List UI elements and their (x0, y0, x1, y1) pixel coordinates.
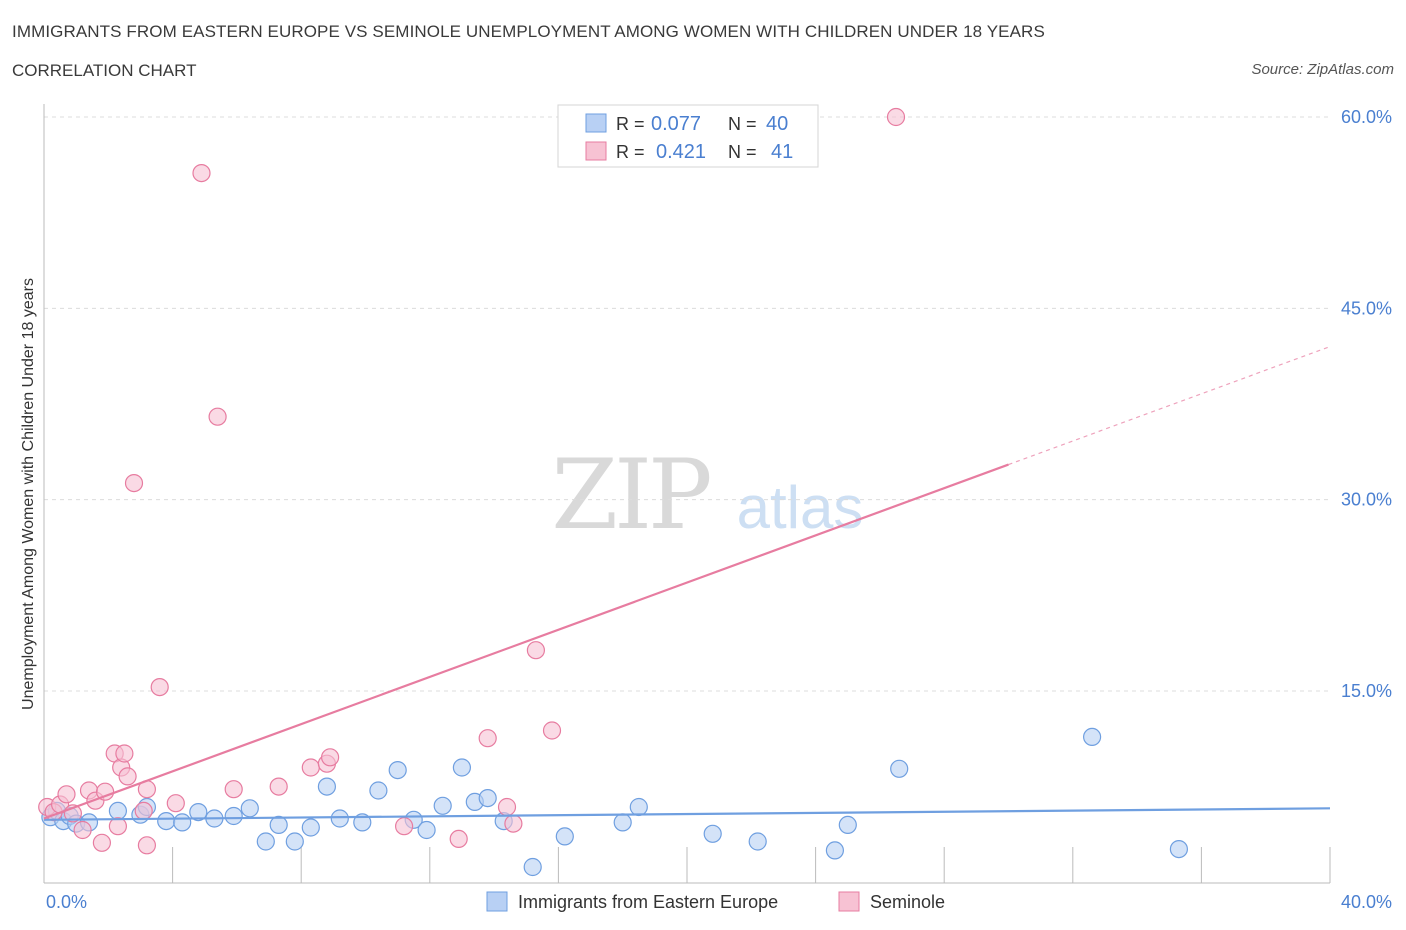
point-immigrants-14 (240, 799, 259, 818)
stats-r-label-seminole: R = (616, 142, 645, 162)
stats-legend: R = 0.077 N = 40 R = 0.421 N = 41 (557, 104, 819, 168)
stats-swatch-seminole (585, 141, 607, 161)
point-immigrants-13 (224, 806, 243, 826)
y-tick-label-30: 30.0% (1341, 490, 1392, 510)
point-seminole-33 (526, 641, 546, 660)
point-seminole-3 (57, 785, 76, 804)
x-ticks (172, 847, 1331, 883)
point-immigrants-26 (433, 796, 452, 815)
point-immigrants-18 (301, 818, 320, 837)
stats-r-value-seminole: 0.421 (656, 141, 706, 163)
point-immigrants-27 (452, 758, 471, 777)
point-immigrants-15 (256, 832, 275, 851)
chart-subtitle: CORRELATION CHART (12, 61, 197, 80)
point-immigrants-37 (825, 841, 845, 860)
point-immigrants-20 (330, 809, 349, 828)
y-axis-label: Unemployment Among Women with Children U… (20, 278, 37, 710)
point-seminole-23 (224, 780, 243, 799)
point-seminole-22 (208, 407, 227, 426)
point-immigrants-40 (1082, 727, 1102, 747)
point-immigrants-34 (629, 797, 648, 817)
stats-n-value-immigrants: 40 (766, 113, 788, 135)
point-seminole-13 (115, 744, 134, 763)
point-seminole-8 (92, 833, 112, 852)
point-immigrants-25 (417, 820, 436, 840)
series-legend: Immigrants from Eastern Europe Seminole (486, 891, 945, 912)
point-immigrants-29 (478, 788, 497, 808)
point-immigrants-10 (173, 813, 192, 832)
legend-swatch-immigrants (486, 891, 508, 912)
point-immigrants-11 (189, 802, 208, 822)
point-seminole-32 (504, 814, 523, 833)
y-tick-label-45: 45.0% (1341, 298, 1392, 318)
point-immigrants-9 (157, 811, 176, 831)
point-immigrants-36 (748, 832, 767, 851)
point-seminole-9 (95, 782, 115, 801)
legend-label-immigrants: Immigrants from Eastern Europe (518, 892, 778, 912)
point-seminole-25 (301, 758, 320, 777)
point-immigrants-17 (285, 832, 304, 851)
point-seminole-27 (321, 748, 340, 767)
stats-r-label-immigrants: R = (616, 114, 645, 134)
point-immigrants-41 (1169, 839, 1189, 859)
point-seminole-18 (137, 836, 156, 855)
point-immigrants-32 (555, 827, 574, 846)
point-immigrants-31 (523, 857, 542, 877)
point-immigrants-39 (890, 759, 909, 778)
point-seminole-15 (124, 474, 144, 493)
point-seminole-21 (192, 164, 211, 183)
point-immigrants-6 (108, 801, 128, 821)
trend-lines (43, 346, 1331, 821)
point-immigrants-38 (838, 815, 857, 835)
y-tick-label-15: 15.0% (1341, 681, 1392, 701)
trend-line-seminole (43, 463, 1009, 820)
point-seminole-35 (886, 107, 906, 127)
trend-line-immigrants (43, 807, 1331, 821)
point-immigrants-21 (353, 813, 372, 832)
trend-line-extension-seminole (1008, 346, 1331, 466)
point-immigrants-22 (369, 781, 388, 800)
point-seminole-34 (542, 721, 562, 740)
point-seminole-29 (449, 829, 468, 849)
stats-n-value-seminole: 41 (771, 141, 793, 163)
chart-title: IMMIGRANTS FROM EASTERN EUROPE VS SEMINO… (12, 22, 1045, 41)
x-tick-label-min: 0.0% (46, 892, 87, 912)
point-seminole-19 (150, 677, 169, 697)
point-seminole-20 (166, 794, 185, 813)
watermark-atlas: atlas (737, 474, 864, 541)
x-tick-label-max: 40.0% (1341, 892, 1392, 912)
point-immigrants-33 (613, 813, 632, 832)
source-label: Source: ZipAtlas.com (1251, 61, 1394, 78)
point-seminole-28 (395, 817, 414, 836)
y-tick-labels: 15.0% 30.0% 45.0% 60.0% (1341, 107, 1392, 701)
point-seminole-16 (134, 801, 153, 821)
point-seminole-5 (73, 820, 92, 840)
point-seminole-11 (108, 817, 128, 836)
stats-r-value-immigrants: 0.077 (651, 113, 701, 135)
point-seminole-14 (118, 767, 137, 786)
stats-n-label-seminole: N = (728, 142, 757, 162)
stats-swatch-immigrants (585, 113, 607, 133)
watermark-zip: ZIP (551, 439, 710, 551)
point-immigrants-23 (388, 760, 407, 780)
point-seminole-31 (497, 797, 517, 817)
legend-swatch-seminole (838, 891, 860, 912)
point-seminole-24 (269, 777, 288, 796)
legend-label-seminole: Seminole (870, 892, 945, 912)
point-immigrants-35 (703, 824, 722, 843)
gridlines (44, 116, 1330, 692)
point-immigrants-19 (317, 777, 336, 796)
y-tick-label-60: 60.0% (1341, 107, 1392, 127)
stats-n-label-immigrants: N = (728, 114, 757, 134)
point-immigrants-16 (269, 815, 288, 835)
point-seminole-30 (478, 729, 497, 748)
